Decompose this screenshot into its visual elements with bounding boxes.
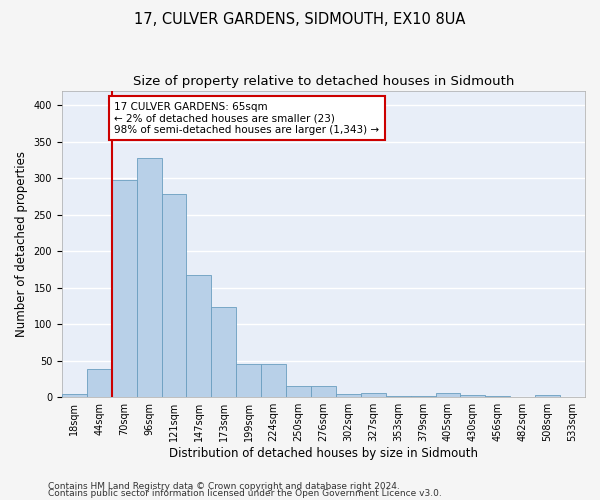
Text: Contains public sector information licensed under the Open Government Licence v3: Contains public sector information licen… [48,490,442,498]
Text: 17, CULVER GARDENS, SIDMOUTH, EX10 8UA: 17, CULVER GARDENS, SIDMOUTH, EX10 8UA [134,12,466,28]
Bar [336,394,361,397]
Bar [62,394,87,397]
Bar [87,368,112,397]
Bar [460,395,485,397]
Bar [137,158,161,397]
Bar [286,386,311,397]
Bar [535,395,560,397]
Bar [187,274,211,397]
Bar [361,393,386,397]
Bar [112,180,137,397]
Bar [236,364,261,397]
Bar [161,194,187,397]
Text: Contains HM Land Registry data © Crown copyright and database right 2024.: Contains HM Land Registry data © Crown c… [48,482,400,491]
Text: 17 CULVER GARDENS: 65sqm
← 2% of detached houses are smaller (23)
98% of semi-de: 17 CULVER GARDENS: 65sqm ← 2% of detache… [114,102,379,134]
Y-axis label: Number of detached properties: Number of detached properties [15,151,28,337]
Bar [410,396,436,397]
Title: Size of property relative to detached houses in Sidmouth: Size of property relative to detached ho… [133,75,514,88]
Bar [436,393,460,397]
Bar [211,308,236,397]
Bar [485,396,510,397]
Bar [311,386,336,397]
Bar [386,396,410,397]
X-axis label: Distribution of detached houses by size in Sidmouth: Distribution of detached houses by size … [169,447,478,460]
Bar [261,364,286,397]
